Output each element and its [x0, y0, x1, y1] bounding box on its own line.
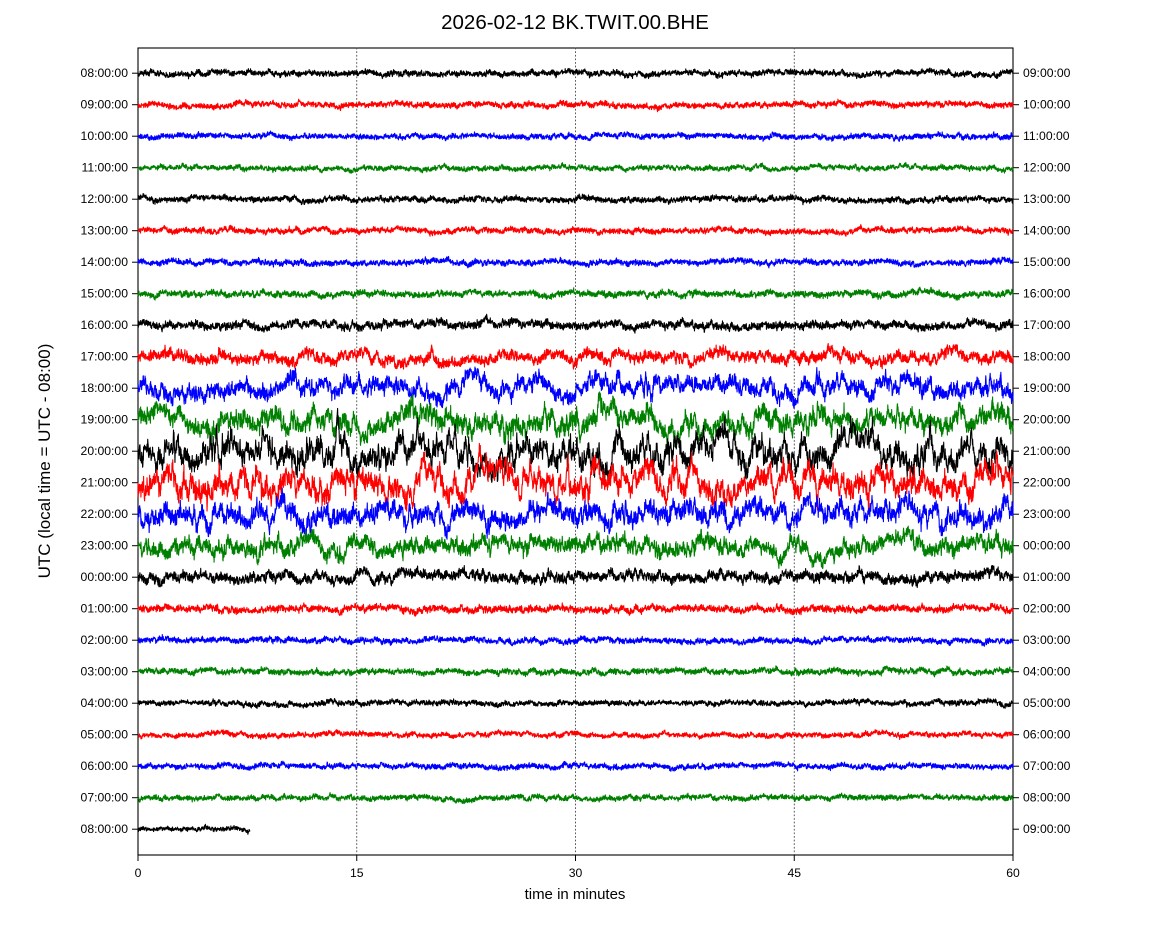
svg-text:04:00:00: 04:00:00: [1023, 665, 1071, 679]
svg-text:15:00:00: 15:00:00: [1023, 255, 1071, 269]
svg-text:17:00:00: 17:00:00: [81, 350, 129, 364]
svg-text:0: 0: [135, 866, 142, 880]
svg-text:11:00:00: 11:00:00: [1023, 129, 1070, 143]
svg-text:15:00:00: 15:00:00: [81, 287, 129, 301]
svg-text:07:00:00: 07:00:00: [81, 791, 129, 805]
svg-text:19:00:00: 19:00:00: [81, 413, 129, 427]
svg-text:16:00:00: 16:00:00: [1023, 287, 1071, 301]
svg-text:00:00:00: 00:00:00: [81, 570, 129, 584]
svg-text:01:00:00: 01:00:00: [81, 602, 129, 616]
svg-text:02:00:00: 02:00:00: [1023, 602, 1071, 616]
svg-text:60: 60: [1006, 866, 1020, 880]
svg-text:15: 15: [350, 866, 364, 880]
svg-text:23:00:00: 23:00:00: [1023, 507, 1071, 521]
svg-text:03:00:00: 03:00:00: [81, 665, 129, 679]
svg-text:21:00:00: 21:00:00: [1023, 444, 1071, 458]
svg-text:12:00:00: 12:00:00: [81, 192, 129, 206]
svg-text:16:00:00: 16:00:00: [81, 318, 129, 332]
svg-text:11:00:00: 11:00:00: [81, 161, 128, 175]
svg-text:14:00:00: 14:00:00: [81, 255, 129, 269]
svg-text:13:00:00: 13:00:00: [1023, 192, 1071, 206]
svg-text:21:00:00: 21:00:00: [81, 476, 129, 490]
svg-text:06:00:00: 06:00:00: [1023, 728, 1071, 742]
svg-text:17:00:00: 17:00:00: [1023, 318, 1071, 332]
svg-text:08:00:00: 08:00:00: [1023, 791, 1071, 805]
svg-text:20:00:00: 20:00:00: [1023, 413, 1071, 427]
svg-text:03:00:00: 03:00:00: [1023, 633, 1071, 647]
svg-text:18:00:00: 18:00:00: [1023, 350, 1071, 364]
svg-text:22:00:00: 22:00:00: [81, 507, 129, 521]
svg-text:02:00:00: 02:00:00: [81, 633, 129, 647]
svg-text:04:00:00: 04:00:00: [81, 696, 129, 710]
svg-text:19:00:00: 19:00:00: [1023, 381, 1071, 395]
svg-text:10:00:00: 10:00:00: [1023, 98, 1071, 112]
svg-text:18:00:00: 18:00:00: [81, 381, 129, 395]
svg-text:00:00:00: 00:00:00: [1023, 539, 1071, 553]
svg-text:13:00:00: 13:00:00: [81, 224, 129, 238]
svg-text:10:00:00: 10:00:00: [81, 129, 129, 143]
svg-text:07:00:00: 07:00:00: [1023, 759, 1071, 773]
svg-text:12:00:00: 12:00:00: [1023, 161, 1071, 175]
svg-text:23:00:00: 23:00:00: [81, 539, 129, 553]
svg-text:01:00:00: 01:00:00: [1023, 570, 1071, 584]
svg-text:05:00:00: 05:00:00: [81, 728, 129, 742]
svg-text:20:00:00: 20:00:00: [81, 444, 129, 458]
svg-text:22:00:00: 22:00:00: [1023, 476, 1071, 490]
svg-text:45: 45: [787, 866, 801, 880]
svg-text:09:00:00: 09:00:00: [1023, 822, 1071, 836]
svg-text:08:00:00: 08:00:00: [81, 822, 129, 836]
svg-text:09:00:00: 09:00:00: [81, 98, 129, 112]
svg-text:09:00:00: 09:00:00: [1023, 66, 1071, 80]
svg-text:08:00:00: 08:00:00: [81, 66, 129, 80]
svg-text:05:00:00: 05:00:00: [1023, 696, 1071, 710]
svg-text:30: 30: [569, 866, 583, 880]
svg-text:06:00:00: 06:00:00: [81, 759, 129, 773]
svg-text:14:00:00: 14:00:00: [1023, 224, 1071, 238]
